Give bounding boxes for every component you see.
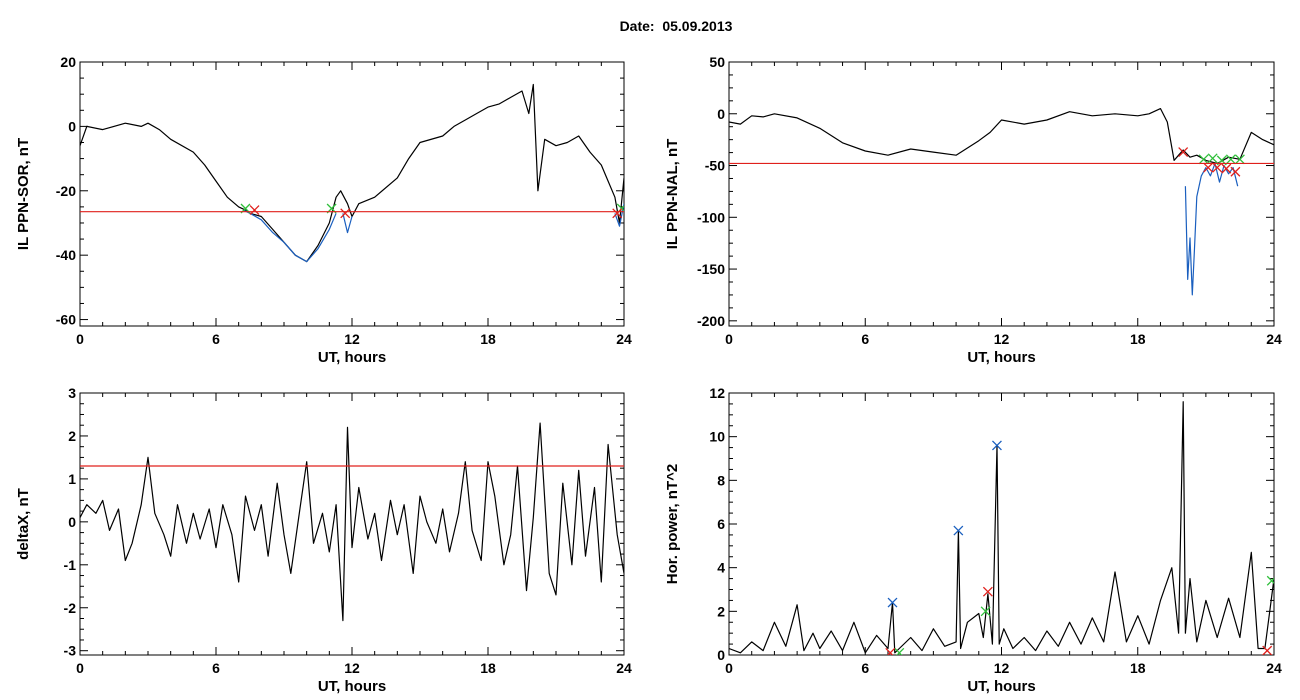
x-tick-label: 12 xyxy=(344,331,360,347)
x-tick-label: 6 xyxy=(212,331,220,347)
x-tick-label: 6 xyxy=(212,660,220,676)
y-tick-label: 50 xyxy=(709,54,725,70)
marker-marker_start xyxy=(1207,153,1218,164)
y-tick-label: 0 xyxy=(717,647,725,663)
series-line-data xyxy=(80,422,624,622)
plot-frame xyxy=(79,392,625,656)
marker-peak xyxy=(991,440,1002,451)
y-tick-label: 8 xyxy=(717,472,725,488)
plot-area xyxy=(729,108,1274,296)
y-axis-title: IL PPN-SOR, nT xyxy=(15,138,32,250)
y-tick-label: -20 xyxy=(56,183,76,199)
x-tick-label: 0 xyxy=(76,660,84,676)
series-line-data xyxy=(729,108,1274,165)
y-tick-label: -150 xyxy=(697,261,725,277)
page-title: Date: 05.09.2013 xyxy=(619,18,733,34)
x-tick-label: 24 xyxy=(616,660,632,676)
y-tick-label: -200 xyxy=(697,313,725,329)
marker-marker_start xyxy=(1225,154,1236,165)
plot-area xyxy=(80,83,624,263)
marker-marker_end xyxy=(1262,645,1273,655)
series-line-selected xyxy=(242,209,337,263)
y-tick-label: 0 xyxy=(68,118,76,134)
x-tick-label: 18 xyxy=(1130,331,1146,347)
x-tick-label: 24 xyxy=(1266,331,1282,347)
y-tick-label: 1 xyxy=(68,471,76,487)
marker-marker_end xyxy=(1203,162,1214,173)
chart-panel-2: 0 6 12 18 24 50 0 -50 -100 -150 -200 UT, hours IL PP… xyxy=(664,54,1282,366)
marker-marker_end xyxy=(1230,166,1241,177)
x-tick-label: 12 xyxy=(994,660,1010,676)
x-tick-label: 0 xyxy=(76,331,84,347)
x-tick-label: 18 xyxy=(1130,660,1146,676)
plot-frame xyxy=(728,392,1275,656)
marker-marker_end xyxy=(1178,147,1189,158)
y-tick-label: 0 xyxy=(68,514,76,530)
series-line-selected xyxy=(1184,162,1239,296)
marker-marker_start xyxy=(1234,154,1245,165)
marker-marker_start xyxy=(1198,154,1209,165)
y-axis-title: Hor. power, nT^2 xyxy=(664,464,681,584)
x-tick-label: 0 xyxy=(725,660,733,676)
marker-marker_start xyxy=(1266,575,1274,586)
marker-marker_end xyxy=(340,208,351,219)
y-tick-label: 3 xyxy=(68,385,76,401)
marker-marker_end xyxy=(982,586,993,597)
y-tick-label: 12 xyxy=(709,385,725,401)
x-tick-label: 0 xyxy=(725,331,733,347)
x-axis-title: UT, hours xyxy=(318,349,386,366)
marker-peak xyxy=(953,525,964,536)
y-tick-label: -2 xyxy=(64,600,77,616)
x-tick-label: 12 xyxy=(994,331,1010,347)
chart-panel-3: 0 6 12 18 24 3 2 1 0 -1 -2 -3 UT, hours deltaX, nT xyxy=(15,385,632,695)
series-line-data xyxy=(80,83,624,263)
x-tick-label: 6 xyxy=(861,331,869,347)
y-tick-label: -50 xyxy=(705,158,725,174)
y-tick-label: -60 xyxy=(56,312,76,328)
y-tick-label: 2 xyxy=(68,428,76,444)
y-tick-label: 20 xyxy=(60,54,76,70)
x-axis-title: UT, hours xyxy=(318,678,386,695)
x-tick-label: 24 xyxy=(1266,660,1282,676)
x-tick-label: 24 xyxy=(616,331,632,347)
plot-area xyxy=(80,422,624,622)
chart-panel-1: 0 6 12 18 24 20 0 -20 -40 -60 UT, hours IL PPN-SOR,… xyxy=(15,54,632,366)
marker-marker_end xyxy=(249,205,260,216)
series-line-data xyxy=(729,401,1274,654)
marker-peak xyxy=(887,597,898,608)
y-tick-label: 10 xyxy=(709,429,725,445)
y-tick-label: -1 xyxy=(64,557,77,573)
y-tick-label: 0 xyxy=(717,106,725,122)
series-line-selected xyxy=(342,213,353,234)
marker-marker_end xyxy=(612,208,623,219)
y-tick-label: -100 xyxy=(697,209,725,225)
y-tick-label: -3 xyxy=(64,643,77,659)
y-tick-label: 4 xyxy=(717,560,725,576)
y-axis-title: IL PPN-NAL, nT xyxy=(664,139,681,250)
x-axis-title: UT, hours xyxy=(967,349,1035,366)
y-tick-label: 2 xyxy=(717,603,725,619)
marker-marker_end xyxy=(1212,162,1223,173)
x-tick-label: 6 xyxy=(861,660,869,676)
y-tick-label: -40 xyxy=(56,247,76,263)
marker-marker_start xyxy=(980,606,991,617)
marker-marker_start xyxy=(894,647,905,655)
x-tick-label: 18 xyxy=(480,331,496,347)
x-axis-title: UT, hours xyxy=(967,678,1035,695)
x-tick-label: 12 xyxy=(344,660,360,676)
plot-area xyxy=(729,401,1274,655)
marker-marker_end xyxy=(1221,163,1232,174)
plot-frame xyxy=(79,61,625,327)
marker-marker_end xyxy=(885,647,896,655)
y-tick-label: 6 xyxy=(717,516,725,532)
x-tick-label: 18 xyxy=(480,660,496,676)
y-axis-title: deltaX, nT xyxy=(15,488,32,560)
